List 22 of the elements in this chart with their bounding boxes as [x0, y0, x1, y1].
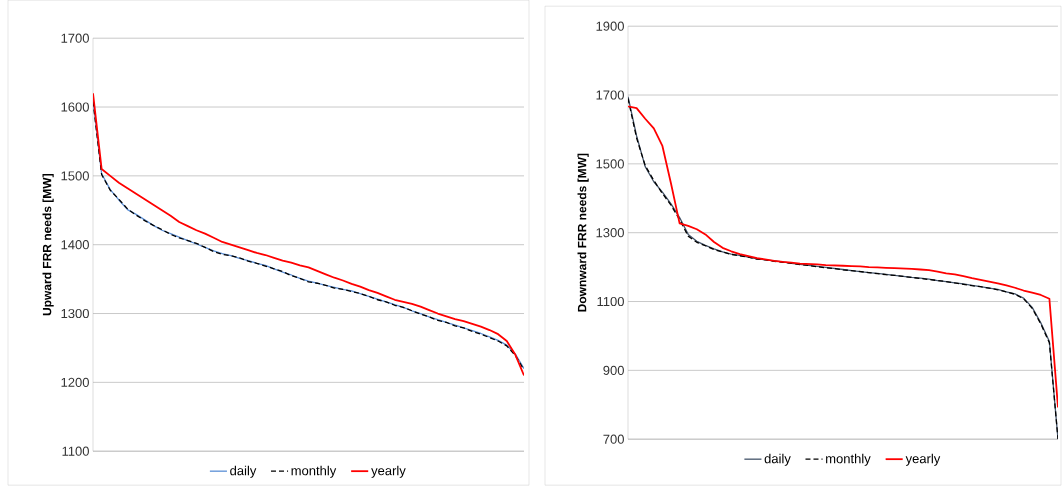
y-axis-title: Downward FRR needs [MW]: [577, 153, 589, 312]
y-tick-label: 1600: [61, 102, 89, 112]
legend-label: daily: [230, 465, 257, 478]
y-tick-label: 900: [603, 365, 624, 375]
y-tick-label: 700: [603, 434, 624, 444]
y-tick-label: 1900: [596, 21, 624, 31]
y-tick-label: 1100: [62, 446, 89, 456]
y-axis-title: Upward FRR needs [MW]: [42, 173, 54, 316]
y-tick-label: 1300: [596, 227, 624, 238]
y-tick-label: 1500: [61, 171, 89, 181]
y-tick-label: 1200: [61, 377, 89, 387]
legend-label: yearly: [905, 453, 941, 466]
y-tick-label: 1300: [61, 308, 89, 319]
y-tick-label: 1700: [596, 90, 624, 100]
legend-label: yearly: [371, 465, 406, 478]
y-tick-label: 1500: [596, 159, 624, 169]
legend-label: monthly: [826, 453, 871, 466]
legend-label: daily: [764, 453, 791, 466]
y-tick-label: 1700: [61, 33, 89, 43]
legend-label: monthly: [291, 465, 337, 478]
y-tick-label: 1100: [597, 296, 624, 307]
y-tick-label: 1400: [61, 239, 89, 250]
